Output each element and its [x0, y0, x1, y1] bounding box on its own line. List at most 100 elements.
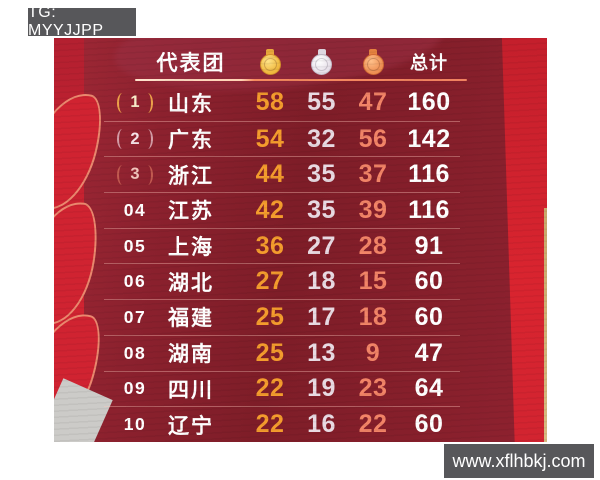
- website-watermark-badge: www.xflhbkj.com: [444, 444, 594, 478]
- medal-disc: [362, 54, 384, 75]
- gold-count: 54: [255, 124, 285, 153]
- gold-edge-decoration: [544, 208, 547, 442]
- table-row: 2 广东 54 32 56 142: [104, 120, 460, 157]
- laurel-wreath-right-icon: [142, 164, 153, 185]
- medal-disc: [259, 54, 281, 75]
- website-watermark-text: www.xflhbkj.com: [452, 450, 586, 471]
- table-row: 04 江苏 42 35 39 116: [104, 192, 460, 228]
- silver-count: 17: [307, 302, 336, 331]
- silver-count: 32: [307, 124, 336, 153]
- rank-value: 10: [123, 414, 147, 435]
- rank-value: 04: [123, 199, 147, 220]
- medal-ribbon-tab: [369, 49, 377, 56]
- silver-count: 35: [307, 160, 336, 189]
- table-row: 07 福建 25 17 18 60: [104, 299, 460, 335]
- laurel-wreath-right-icon: [142, 129, 153, 150]
- silver-medal-icon: [311, 49, 332, 75]
- delegation-name: 浙江: [168, 164, 214, 188]
- total-count: 60: [414, 302, 444, 331]
- silver-count: 18: [307, 267, 336, 296]
- rank-value: 08: [123, 342, 147, 363]
- silver-count: 16: [307, 410, 336, 439]
- rank-value: 06: [123, 271, 147, 292]
- delegation-name: 湖北: [168, 271, 214, 295]
- bronze-count: 15: [358, 267, 388, 296]
- right-red-band-decoration: [501, 38, 547, 442]
- bronze-count: 56: [358, 124, 388, 153]
- delegation-name: 江苏: [168, 200, 214, 224]
- gold-count: 36: [255, 231, 285, 260]
- bronze-count: 9: [365, 338, 381, 367]
- laurel-wreath-left-icon: [117, 164, 128, 185]
- table-row: 3 浙江 44 35 37 116: [104, 156, 460, 192]
- gold-count: 44: [255, 160, 285, 189]
- rank-cell: 09: [104, 378, 166, 399]
- silver-count: 55: [307, 88, 336, 117]
- total-count: 116: [408, 195, 450, 224]
- gold-count: 22: [255, 410, 285, 439]
- total-count: 142: [407, 124, 451, 153]
- rank-cell: 2: [104, 129, 166, 150]
- laurel-wreath-left-icon: [117, 92, 128, 113]
- table-header-row: 代表团: [104, 48, 460, 76]
- rank-value: 05: [123, 235, 147, 256]
- medal-standings-poster: 代表团: [54, 38, 547, 442]
- silver-count: 35: [307, 195, 336, 224]
- delegation-name: 福建: [168, 307, 214, 331]
- delegation-name: 广东: [168, 129, 214, 153]
- laurel-wreath-right-icon: [142, 92, 153, 113]
- delegation-column-header: 代表团: [156, 52, 226, 75]
- gold-count: 58: [255, 88, 285, 117]
- total-count: 47: [414, 338, 444, 367]
- delegation-name: 湖南: [168, 343, 214, 367]
- delegation-name: 山东: [168, 92, 214, 116]
- rank-value: 07: [123, 306, 147, 327]
- silver-count: 19: [307, 374, 336, 403]
- rank-cell: 10: [104, 414, 166, 435]
- medal-ribbon-tab: [266, 49, 274, 56]
- table-body: 1 山东 58 55 47 160 2 广东 54 32 56 142 3 浙江…: [104, 85, 460, 442]
- table-row: 05 上海 36 27 28 91: [104, 227, 460, 264]
- rank-value: 3: [130, 165, 140, 184]
- total-count: 64: [414, 374, 444, 403]
- delegation-name: 辽宁: [168, 414, 214, 438]
- gold-medal-icon: [259, 49, 281, 75]
- rank-cell: 04: [104, 200, 166, 221]
- table-row: 08 湖南 25 13 9 47: [104, 334, 460, 371]
- rank-cell: 07: [104, 307, 166, 328]
- rank-cell: 08: [104, 343, 166, 364]
- total-count: 116: [408, 160, 450, 189]
- rank-value: 1: [130, 93, 140, 112]
- table-row: 10 辽宁 22 16 22 60: [104, 406, 460, 442]
- delegation-name: 四川: [168, 378, 214, 402]
- table-row: 09 四川 22 19 23 64: [104, 370, 460, 407]
- gold-count: 25: [255, 302, 285, 331]
- bronze-count: 18: [358, 302, 388, 331]
- total-column-header: 总计: [410, 53, 448, 73]
- bronze-count: 39: [358, 195, 388, 224]
- rank-value: 09: [123, 378, 147, 399]
- rank-cell: 05: [104, 236, 166, 257]
- total-count: 91: [414, 231, 444, 260]
- gold-count: 27: [255, 267, 285, 296]
- gold-count: 22: [255, 374, 285, 403]
- total-count: 160: [407, 88, 451, 117]
- gold-count: 25: [255, 338, 285, 367]
- bronze-count: 37: [358, 160, 388, 189]
- laurel-wreath-left-icon: [117, 129, 128, 150]
- silver-count: 13: [307, 338, 336, 367]
- total-count: 60: [414, 410, 444, 439]
- bronze-count: 23: [358, 374, 388, 403]
- header-underline: [135, 79, 467, 81]
- table-row: 06 湖北 27 18 15 60: [104, 263, 460, 299]
- rank-value: 2: [130, 129, 140, 148]
- bronze-medal-icon: [362, 49, 384, 75]
- medal-disc: [311, 54, 332, 75]
- medal-ribbon-tab: [317, 49, 326, 56]
- bronze-count: 28: [358, 231, 388, 260]
- delegation-name: 上海: [168, 236, 214, 260]
- telegram-watermark-text: TG: MYYJJPP: [28, 4, 104, 39]
- silver-count: 27: [307, 231, 336, 260]
- gold-count: 42: [255, 195, 285, 224]
